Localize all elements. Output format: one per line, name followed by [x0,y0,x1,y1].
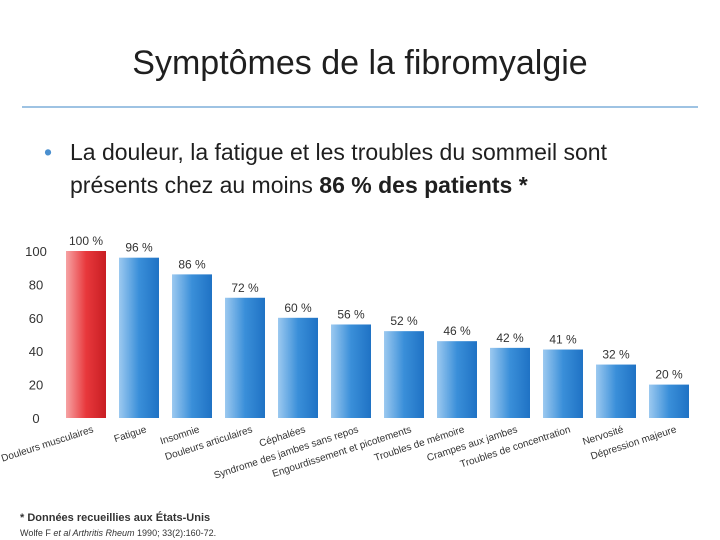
title-divider [22,106,698,108]
y-tick-label: 60 [29,311,43,326]
bar-value-label: 100 % [69,234,103,248]
bar [225,297,265,418]
bar [543,349,583,418]
y-tick-label: 0 [32,411,39,426]
y-tick-label: 80 [29,277,43,292]
y-tick-label: 100 [25,244,47,259]
bar-value-label: 56 % [337,307,365,321]
bar-value-label: 52 % [390,314,418,328]
reference: Wolfe F et al Arthritis Rheum 1990; 33(2… [20,528,216,538]
bar [278,317,318,418]
bullet-text-bold: 86 % des patients * [319,172,528,198]
bars [66,251,689,418]
bullet-text: La douleur, la fatigue et les troubles d… [44,136,684,202]
bar-value-label: 41 % [549,333,577,347]
bar-value-label: 42 % [496,331,524,345]
bar-value-label: 20 % [655,368,683,382]
bullet-marker: • [44,139,53,165]
bar-value-label: 86 % [178,257,206,271]
reference-journal: et al Arthritis Rheum [53,528,135,538]
reference-prefix: Wolfe F [20,528,54,538]
bar [596,364,636,418]
category-label: Douleurs musculaires [0,424,95,464]
bar [119,257,159,418]
value-labels: 100 % 96 % 86 % 72 % 60 % 56 % 52 % 46 % 42 % 41 … [69,234,683,382]
bar-value-label: 32 % [602,348,630,362]
y-tick-label: 20 [29,378,43,393]
bar-value-label: 96 % [125,241,153,255]
bar-value-label: 72 % [231,281,259,295]
reference-suffix: 1990; 33(2):160-72. [134,528,217,538]
bullet-text-regular: La douleur, la fatigue et les troubles d… [70,139,607,198]
bar [172,274,212,418]
slide-title: Symptômes de la fibromyalgie [132,44,588,82]
bar-value-label: 46 % [443,324,471,338]
y-tick-label: 40 [29,344,43,359]
y-axis-ticks: 0 20 40 60 80 100 [25,244,47,426]
bar [649,384,689,418]
footnote: * Données recueillies aux États-Unis [20,512,211,524]
bar-value-label: 60 % [284,301,312,315]
category-label: Fatigue [113,424,149,445]
bar [66,251,106,418]
bar [490,347,530,418]
bar [437,341,477,418]
bar [331,324,371,418]
bullet-point: • La douleur, la fatigue et les troubles… [44,136,684,202]
category-labels: Douleurs musculaires Fatigue InsomnieDoule… [0,424,678,481]
bar [384,331,424,418]
